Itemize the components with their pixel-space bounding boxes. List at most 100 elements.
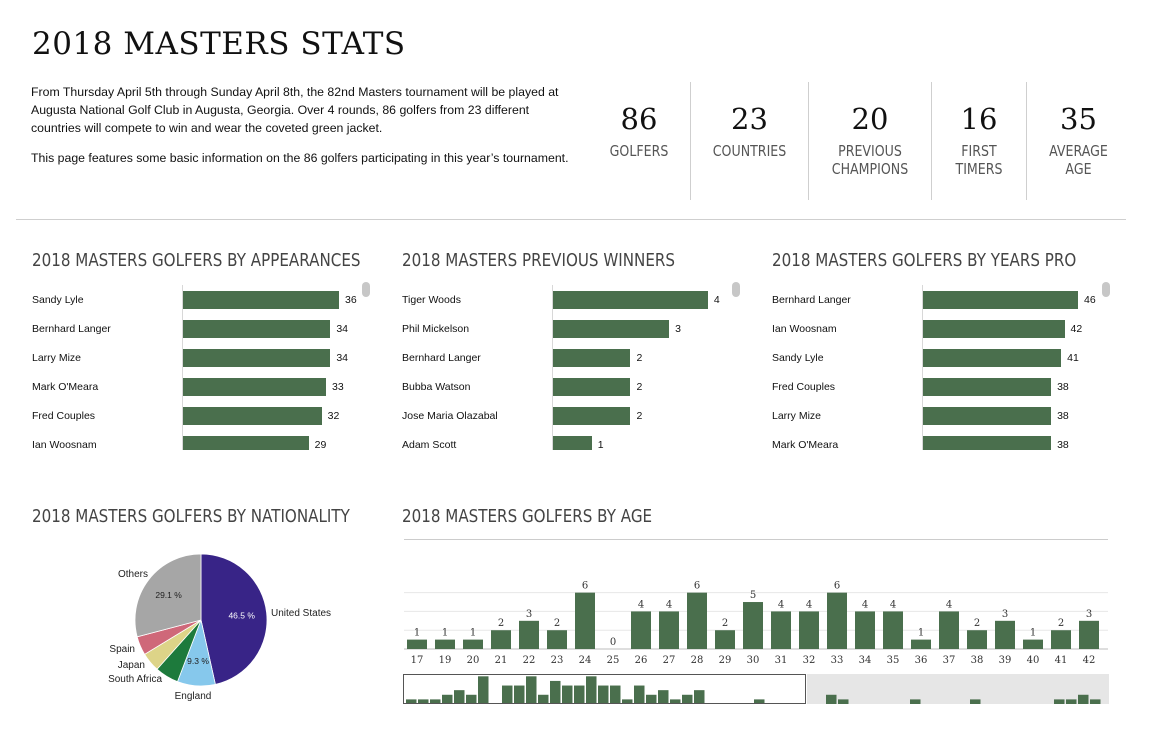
bar-value-label: 32 bbox=[327, 410, 340, 422]
age-tick-label: 42 bbox=[1083, 655, 1096, 666]
age-tick-label: 24 bbox=[579, 655, 592, 666]
bar[interactable] bbox=[553, 320, 670, 338]
bar-row[interactable]: Jose Maria Olazabal 2 bbox=[402, 403, 742, 425]
bar-row[interactable]: Larry Mize 38 bbox=[772, 403, 1112, 425]
age-bar-value-label: 5 bbox=[750, 590, 756, 601]
pie-slice-label: South Africa bbox=[108, 674, 162, 685]
age-bar-value-label: 6 bbox=[582, 581, 588, 592]
age-bar bbox=[687, 592, 707, 649]
age-bar bbox=[1079, 620, 1099, 649]
age-bar-value-label: 4 bbox=[806, 599, 812, 610]
bar-row[interactable]: Sandy Lyle 41 bbox=[772, 345, 1112, 367]
minichart-bar bbox=[838, 699, 849, 704]
bar[interactable] bbox=[183, 320, 331, 338]
age-bar-value-label: 1 bbox=[1030, 628, 1036, 639]
bar[interactable] bbox=[183, 291, 339, 309]
bar[interactable] bbox=[183, 349, 331, 367]
bar-category-label: Fred Couples bbox=[772, 381, 836, 393]
kpi-label: COUNTRIES bbox=[712, 142, 787, 160]
pie-slice-label: England bbox=[175, 691, 212, 702]
appearances-scroll-thumb[interactable] bbox=[362, 282, 370, 297]
age-bar bbox=[463, 639, 483, 649]
kpi-countries: 23 COUNTRIES bbox=[690, 82, 808, 200]
minichart-bar bbox=[406, 699, 417, 704]
bar-row[interactable]: Sandy Lyle 36 bbox=[32, 287, 372, 309]
bar[interactable] bbox=[923, 291, 1079, 309]
bar[interactable] bbox=[553, 291, 708, 309]
age-bar-value-label: 1 bbox=[918, 628, 924, 639]
appearances-chart[interactable]: Sandy Lyle 36 Bernhard Langer 34 Larry Mize 3… bbox=[32, 285, 372, 450]
bar-value-label: 34 bbox=[336, 352, 349, 364]
bar-row[interactable]: Phil Mickelson 3 bbox=[402, 316, 742, 338]
minichart-bar bbox=[586, 676, 597, 704]
age-tick-label: 35 bbox=[887, 655, 900, 666]
years-pro-scroll-thumb[interactable] bbox=[1102, 282, 1110, 297]
minichart-bar bbox=[826, 694, 837, 704]
years-pro-chart[interactable]: Bernhard Langer 46 Ian Woosnam 42 Sandy Lyle… bbox=[772, 285, 1112, 450]
minichart-window[interactable] bbox=[403, 674, 806, 704]
bar-category-label: Ian Woosnam bbox=[772, 323, 837, 335]
nationality-chart-title: 2018 MASTERS GOLFERS BY NATIONALITY bbox=[32, 506, 350, 527]
nationality-pie-chart[interactable]: 46.5 % United States 9.3 % England South Afr… bbox=[100, 548, 345, 703]
bar-row[interactable]: Mark O'Meara 33 bbox=[32, 374, 372, 396]
bar[interactable] bbox=[553, 378, 631, 396]
bar-value-label: 2 bbox=[636, 381, 643, 393]
bar[interactable] bbox=[923, 349, 1062, 367]
bar-value-label: 38 bbox=[1057, 381, 1069, 393]
bar-row[interactable]: Adam Scott 1 bbox=[402, 432, 742, 450]
age-bar bbox=[631, 611, 651, 649]
bar[interactable] bbox=[553, 349, 631, 367]
previous-winners-scroll-thumb[interactable] bbox=[732, 282, 740, 297]
bar-category-label: Bernhard Langer bbox=[32, 323, 111, 335]
bar-row[interactable]: Fred Couples 38 bbox=[772, 374, 1112, 396]
bar-row[interactable]: Bernhard Langer 2 bbox=[402, 345, 742, 367]
minichart-bar bbox=[754, 699, 765, 704]
bar[interactable] bbox=[923, 407, 1052, 425]
minichart-bar bbox=[1066, 699, 1077, 704]
bar[interactable] bbox=[183, 407, 322, 425]
bar[interactable] bbox=[923, 320, 1065, 338]
age-bar bbox=[911, 639, 931, 649]
age-tick-label: 39 bbox=[999, 655, 1012, 666]
age-tick-label: 41 bbox=[1055, 655, 1068, 666]
bar-category-label: Bubba Watson bbox=[402, 381, 471, 393]
minichart-bar bbox=[646, 694, 657, 704]
bar[interactable] bbox=[553, 436, 592, 450]
age-column-chart[interactable]: 1171191202213222236240254264276282295304… bbox=[402, 538, 1110, 706]
bar-row[interactable]: Tiger Woods 4 bbox=[402, 287, 742, 309]
age-bar bbox=[407, 639, 427, 649]
pie-slice bbox=[200, 553, 268, 685]
bar[interactable] bbox=[183, 378, 326, 396]
bar-category-label: Sandy Lyle bbox=[32, 294, 84, 306]
bar[interactable] bbox=[553, 407, 631, 425]
minichart-bar bbox=[598, 685, 609, 704]
bar-row[interactable]: Bernhard Langer 46 bbox=[772, 287, 1112, 309]
bar-row[interactable]: Larry Mize 34 bbox=[32, 345, 372, 367]
age-bar bbox=[547, 630, 567, 649]
bar-row[interactable]: Bubba Watson 2 bbox=[402, 374, 742, 396]
bar-axis-line bbox=[552, 285, 553, 450]
age-bar-value-label: 1 bbox=[442, 628, 448, 639]
bar-value-label: 33 bbox=[332, 381, 344, 393]
bar-row[interactable]: Bernhard Langer 34 bbox=[32, 316, 372, 338]
age-bar bbox=[771, 611, 791, 649]
age-bar bbox=[435, 639, 455, 649]
bar[interactable] bbox=[183, 436, 309, 450]
bar-row[interactable]: Fred Couples 32 bbox=[32, 403, 372, 425]
bar-value-label: 38 bbox=[1057, 410, 1069, 422]
bar-row[interactable]: Mark O'Meara 38 bbox=[772, 432, 1112, 450]
age-tick-label: 28 bbox=[691, 655, 704, 666]
age-tick-label: 31 bbox=[775, 655, 788, 666]
bar-row[interactable]: Ian Woosnam 29 bbox=[32, 432, 372, 450]
minichart-bar bbox=[634, 685, 645, 704]
minichart-bar bbox=[550, 680, 561, 704]
bar-row[interactable]: Ian Woosnam 42 bbox=[772, 316, 1112, 338]
kpi-first-timers: 16 FIRST TIMERS bbox=[931, 82, 1026, 200]
age-bar bbox=[883, 611, 903, 649]
age-tick-label: 36 bbox=[915, 655, 928, 666]
bar[interactable] bbox=[923, 436, 1052, 450]
previous-winners-chart[interactable]: Tiger Woods 4 Phil Mickelson 3 Bernhard Lang… bbox=[402, 285, 742, 450]
bar[interactable] bbox=[923, 378, 1052, 396]
pie-value-label: 46.5 % bbox=[228, 611, 255, 621]
age-bar bbox=[659, 611, 679, 649]
